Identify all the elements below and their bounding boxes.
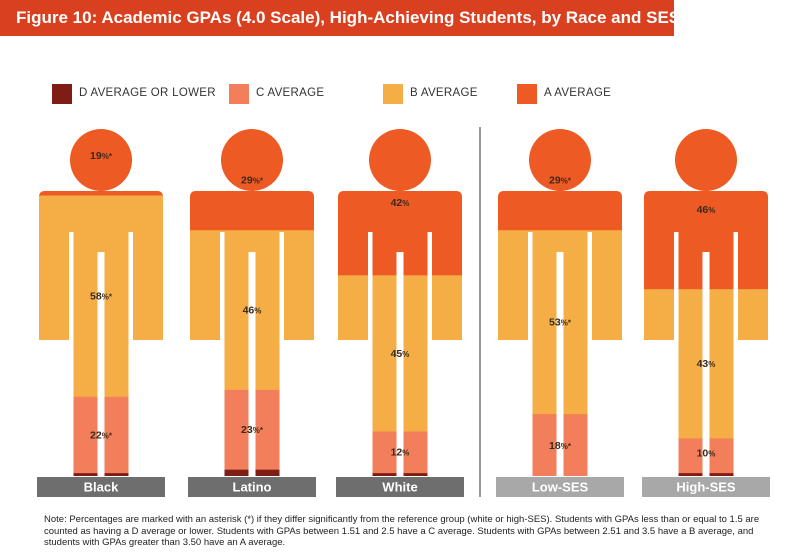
value-label: 43%	[697, 358, 716, 370]
value-label: 46%	[697, 204, 716, 216]
footnote: Note: Percentages are marked with an ast…	[44, 514, 760, 548]
value-label: 45%	[391, 348, 410, 360]
value-label: 29%*	[241, 174, 264, 186]
value-label: 42%	[391, 197, 410, 209]
person-figure	[39, 129, 163, 476]
value-label: 58%*	[90, 291, 113, 303]
value-label: 19%*	[90, 150, 113, 162]
category-label: Low-SES	[532, 480, 589, 495]
legend-swatch	[383, 84, 403, 104]
band-segment	[39, 472, 163, 476]
category-label-box	[37, 477, 165, 497]
legend-swatch	[229, 84, 249, 104]
pictogram-chart: 22%* 58%* 19%* Black 23%* 46% 29%* Latino 12% 45%…	[37, 127, 770, 497]
category-label-box	[188, 477, 316, 497]
band-segment	[338, 472, 462, 476]
value-label: 22%*	[90, 429, 113, 441]
legend-label: D AVERAGE OR LOWER	[79, 87, 216, 99]
band-segment	[490, 476, 630, 477]
value-label: 29%*	[549, 174, 572, 186]
category-label-box	[642, 477, 770, 497]
category-label: Latino	[233, 480, 272, 495]
category-label-box	[496, 477, 624, 497]
legend-label: B AVERAGE	[410, 87, 478, 99]
category-label: White	[382, 480, 417, 495]
band-segment	[39, 129, 163, 196]
person-figure	[338, 129, 462, 476]
band-segment	[644, 472, 768, 476]
category-label: High-SES	[676, 480, 736, 495]
band-segment	[190, 469, 314, 476]
chart-title: Figure 10: Academic GPAs (4.0 Scale), Hi…	[16, 8, 681, 27]
value-label: 46%	[243, 304, 262, 316]
legend-swatch	[52, 84, 72, 104]
category-label: Black	[84, 480, 119, 495]
value-label: 12%	[391, 447, 410, 459]
person-figure	[644, 129, 768, 476]
value-label: 53%*	[549, 317, 572, 329]
legend-label: C AVERAGE	[256, 87, 325, 99]
category-label-box	[336, 477, 464, 497]
value-label: 10%	[697, 448, 716, 460]
legend-label: A AVERAGE	[544, 87, 612, 99]
value-label: 23%*	[241, 424, 264, 436]
legend-swatch	[517, 84, 537, 104]
value-label: 18%*	[549, 440, 572, 452]
title-bar: Figure 10: Academic GPAs (4.0 Scale), Hi…	[0, 0, 680, 36]
